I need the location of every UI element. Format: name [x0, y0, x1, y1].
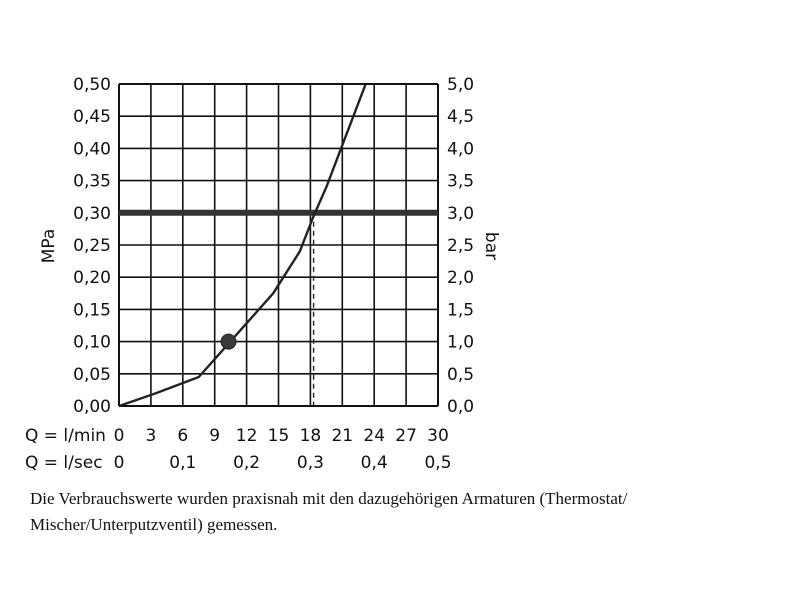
y-left-tick-label: 0,10	[73, 333, 111, 353]
y-right-tick-labels: 0,0 0,5 1,0 1,5 2,0 2,5 3,0 3,5 4,0 4,5 5,0	[447, 75, 474, 417]
x-lsec-axis-title: Q = l/sec	[25, 453, 103, 473]
x-lsec-tick-label: 0,3	[297, 453, 324, 473]
x-lsec-tick-label: 0	[114, 453, 125, 473]
y-right-tick-label: 3,0	[447, 204, 474, 224]
y-right-axis-title: bar	[481, 232, 501, 260]
x-lmin-axis-title: Q = l/min	[25, 426, 106, 446]
x-lsec-tick-label: 0,2	[233, 453, 260, 473]
x-lmin-tick-labels: 0 3 6 9 12 15 18 21 24 27 30	[114, 426, 449, 446]
y-left-tick-labels: 0,00 0,05 0,10 0,15 0,20 0,25 0,30 0,35 0,40 0,45…	[73, 75, 111, 417]
x-lmin-tick-label: 0	[114, 426, 125, 446]
pressure-flow-chart: 0,000,050,100,150,200,250,300,350,400,45…	[25, 75, 501, 473]
x-lmin-tick-label: 27	[395, 426, 417, 446]
y-right-tick-label: 1,0	[447, 333, 474, 353]
x-lmin-tick-label: 30	[427, 426, 449, 446]
x-lsec-tick-label: 0,4	[361, 453, 388, 473]
y-right-tick-label: 0,5	[447, 365, 474, 385]
y-left-tick-label: 0,35	[73, 172, 111, 192]
y-right-tick-label: 4,5	[447, 107, 474, 127]
chart-marks	[118, 83, 438, 408]
x-lmin-tick-label: 3	[145, 426, 156, 446]
y-left-tick-label: 0,30	[73, 204, 111, 224]
caption-line-1: Die Verbrauchswerte wurden praxisnah mit…	[30, 489, 628, 508]
y-right-tick-label: 3,5	[447, 172, 474, 192]
x-lmin-tick-label: 12	[236, 426, 258, 446]
x-lmin-tick-label: 9	[209, 426, 220, 446]
caption-line-2: Mischer/Unterputzventil) gemessen.	[30, 515, 278, 534]
x-lmin-tick-label: 21	[331, 426, 353, 446]
y-left-tick-label: 0,00	[73, 397, 111, 417]
grid	[118, 83, 439, 407]
x-lmin-tick-label: 24	[363, 426, 385, 446]
y-left-tick-label: 0,50	[73, 75, 111, 95]
x-lmin-tick-label: 15	[268, 426, 290, 446]
y-right-tick-label: 4,0	[447, 139, 474, 159]
y-right-tick-label: 2,5	[447, 236, 474, 256]
x-lmin-tick-label: 18	[300, 426, 322, 446]
y-left-tick-label: 0,45	[73, 107, 111, 127]
y-left-tick-label: 0,20	[73, 268, 111, 288]
series-line	[118, 83, 367, 408]
y-left-tick-label: 0,05	[73, 365, 111, 385]
y-left-tick-label: 0,15	[73, 300, 111, 320]
data-point-marker	[220, 333, 237, 350]
y-left-tick-label: 0,40	[73, 139, 111, 159]
y-right-tick-label: 1,5	[447, 300, 474, 320]
y-left-axis-title: MPa	[39, 229, 59, 264]
y-right-tick-label: 5,0	[447, 75, 474, 95]
y-right-tick-label: 0,0	[447, 397, 474, 417]
x-lsec-tick-label: 0,1	[169, 453, 196, 473]
x-lsec-tick-label: 0,5	[424, 453, 451, 473]
x-lsec-tick-labels: 0 0,1 0,2 0,3 0,4 0,5	[114, 453, 452, 473]
footnote-caption: Die Verbrauchswerte wurden praxisnah mit…	[30, 486, 770, 538]
x-lmin-tick-label: 6	[177, 426, 188, 446]
y-left-tick-label: 0,25	[73, 236, 111, 256]
y-right-tick-label: 2,0	[447, 268, 474, 288]
